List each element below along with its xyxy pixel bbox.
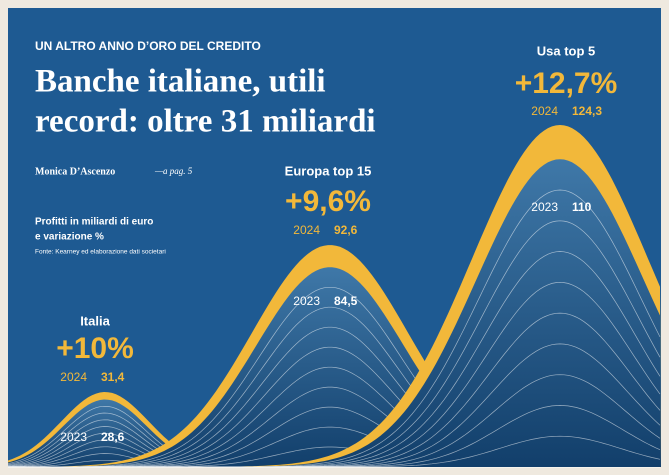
group-change: +12,7% (515, 67, 618, 100)
year-old: 2023 (293, 294, 320, 308)
title: record: oltre 31 miliardi (35, 104, 376, 140)
group-name: Europa top 15 (285, 163, 372, 178)
value-old: 28,6 (101, 430, 125, 444)
page-ref: —a pag. 5 (154, 166, 193, 176)
title: Banche italiane, utili (35, 64, 326, 100)
source: Fonte: Kearney ed elaborazione dati soci… (35, 249, 166, 256)
value-new: 92,6 (334, 223, 358, 237)
year-new: 2024 (531, 104, 558, 118)
byline: Monica D’Ascenzo (35, 166, 115, 177)
value-old: 84,5 (334, 294, 358, 308)
hill-body (8, 159, 661, 467)
value-new: 124,3 (572, 104, 602, 118)
group-change: +9,6% (285, 185, 371, 218)
hill (8, 125, 661, 468)
group-change: +10% (56, 332, 134, 365)
year-new: 2024 (293, 223, 320, 237)
group-name: Usa top 5 (537, 43, 596, 58)
hills (7, 125, 661, 468)
year-new: 2024 (60, 370, 87, 384)
value-old: 110 (572, 200, 592, 214)
hill-line (8, 435, 661, 468)
labels: Italia +10% 2024 31,4 2023 28,6 Europa top 15 +… (56, 43, 617, 444)
kicker: UN ALTRO ANNO D’ORO DEL CREDITO (35, 39, 261, 53)
subtitle: Profitti in miliardi di euro (35, 217, 153, 228)
value-new: 31,4 (101, 370, 125, 384)
year-old: 2023 (60, 430, 87, 444)
year-old: 2023 (531, 200, 558, 214)
group-name: Italia (80, 313, 110, 328)
subtitle: e variazione % (35, 232, 104, 243)
